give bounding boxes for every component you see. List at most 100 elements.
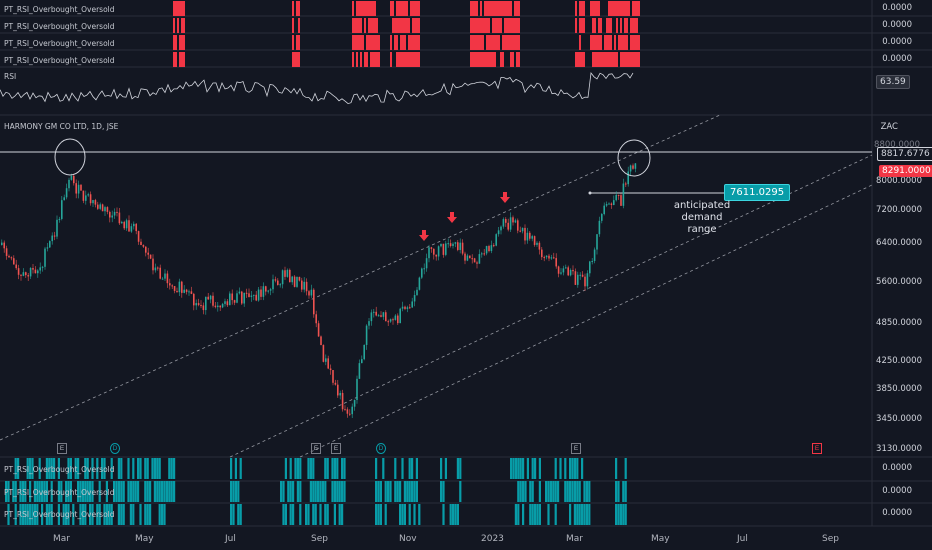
overbought-bar (496, 1, 498, 16)
oversold-bar (146, 504, 149, 525)
oversold-bar (38, 458, 41, 479)
candle-body (526, 232, 529, 241)
oversold-bar (557, 481, 560, 502)
symbol-title[interactable]: HARMONY GM CO LTD, 1D, JSE (4, 122, 119, 131)
oversold-bar (296, 481, 299, 502)
oversold-bar (292, 481, 295, 502)
overbought-bar (408, 18, 410, 33)
candle-body (615, 194, 617, 201)
overbought-bar (392, 1, 394, 16)
overbought-bar (518, 18, 520, 33)
overbought-bar (488, 35, 490, 50)
overbought-bar (594, 52, 596, 67)
candle-body (1, 242, 3, 245)
oversold-bar (624, 458, 627, 479)
candle-body (317, 323, 320, 337)
candle-body (63, 197, 65, 201)
down-arrow-icon (500, 192, 510, 203)
candle-body (293, 276, 296, 287)
overbought-bar (372, 1, 374, 16)
oversold-bar (576, 504, 579, 525)
overbought-bar (396, 18, 398, 33)
overbought-bar (177, 1, 179, 16)
overbought-bar (581, 18, 583, 33)
price-tick-5: 5600.0000 (876, 277, 922, 287)
bottom-pane-1-value: 0.0000 (882, 463, 912, 473)
candle-body (430, 247, 433, 249)
candle-body (75, 183, 77, 194)
oversold-bar (545, 481, 548, 502)
oversold-bar (137, 458, 140, 479)
bottom-pane-3-label: PT_RSI_Overbought_Oversold (4, 510, 115, 519)
oversold-bar (624, 481, 627, 502)
oversold-bar (29, 481, 32, 502)
oversold-bar (21, 504, 24, 525)
candle-body (529, 232, 531, 239)
overbought-bar (394, 35, 396, 50)
oversold-bar (57, 458, 60, 479)
earnings-event-icon[interactable]: E (331, 443, 341, 454)
overbought-bar (400, 1, 402, 16)
overbought-bar (360, 1, 362, 16)
candle-body (493, 245, 495, 247)
oversold-bar (581, 504, 584, 525)
overbought-bar (414, 18, 416, 33)
oversold-bar (341, 504, 344, 525)
candle-body (231, 293, 233, 301)
highlight-circle (617, 139, 651, 177)
overbought-bar (398, 52, 400, 67)
dividend-event-icon[interactable]: D (376, 443, 386, 454)
candle-body (521, 227, 524, 232)
candle-body (603, 205, 605, 215)
candle-body (125, 220, 128, 229)
oversold-bar (384, 504, 387, 525)
overbought-bar (406, 1, 408, 16)
earnings-event-icon[interactable]: E (571, 443, 581, 454)
candle-body (505, 219, 507, 223)
candle-body (104, 207, 106, 212)
overbought-bar (488, 1, 490, 16)
overbought-bar (476, 18, 478, 33)
overbought-bar (632, 52, 634, 67)
candle-body (538, 242, 541, 250)
candle-body (560, 272, 562, 274)
overbought-bar (488, 18, 490, 33)
oversold-bar (48, 504, 51, 525)
candle-body (478, 254, 481, 264)
oversold-bar (299, 504, 302, 525)
oversold-bar (134, 481, 137, 502)
oversold-bar (33, 504, 36, 525)
candle-body (274, 279, 277, 281)
candle-body (272, 279, 274, 290)
candle-body (329, 368, 332, 371)
top-pane-1-label: PT_RSI_Overbought_Oversold (4, 5, 115, 14)
candle-body (617, 194, 620, 196)
oversold-bar (144, 504, 147, 525)
dividend-event-icon[interactable]: D (110, 443, 120, 454)
candle-body (10, 257, 13, 259)
oversold-bar (522, 504, 525, 525)
candle-body (161, 278, 164, 280)
earnings-event-icon[interactable]: E (57, 443, 67, 454)
overbought-bar (400, 52, 402, 67)
price-tick-7: 4250.0000 (876, 356, 922, 366)
oversold-bar (615, 481, 618, 502)
candle-body (193, 293, 195, 306)
overbought-bar (398, 18, 400, 33)
overbought-bar (414, 35, 416, 50)
candle-body (8, 255, 10, 258)
candle-body (447, 243, 449, 245)
earnings-event-icon[interactable]: E (311, 443, 321, 454)
overbought-bar (183, 18, 185, 33)
earnings-event-icon[interactable]: E (812, 443, 822, 454)
oversold-bar (411, 481, 414, 502)
demand-price-tag[interactable]: 7611.0295 (724, 184, 791, 201)
overbought-bar (472, 1, 474, 16)
oversold-bar (122, 481, 125, 502)
candle-body (584, 276, 586, 287)
candle-body (58, 218, 61, 220)
oversold-bar (38, 481, 41, 502)
oversold-bar (583, 504, 586, 525)
candle-body (53, 235, 56, 237)
